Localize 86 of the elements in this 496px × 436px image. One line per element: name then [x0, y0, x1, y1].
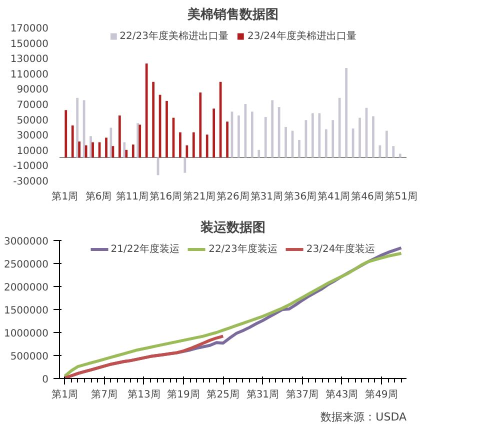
x-tick-label: 第19周	[167, 388, 200, 400]
y-tick-label: 110000	[10, 69, 49, 80]
y-tick-label: 70000	[16, 100, 48, 111]
y-tick-label: 2000000	[4, 282, 49, 294]
x-tick-label: 第6周	[85, 190, 112, 202]
bar	[284, 126, 287, 158]
chart-title: 美棉销售数据图	[186, 6, 278, 22]
x-tick-label: 第51周	[384, 190, 418, 202]
x-tick-label: 第37周	[286, 388, 319, 400]
bar	[179, 132, 182, 158]
bar	[90, 136, 92, 158]
bar	[358, 118, 361, 158]
bar	[226, 122, 228, 158]
legend-label: 23/24年度装运	[306, 242, 376, 256]
bar	[125, 150, 128, 158]
y-tick-label: 130000	[10, 54, 49, 66]
legend-label: 23/24年度美棉进出口量	[248, 30, 356, 43]
x-tick-label: 第31周	[246, 388, 280, 400]
y-tick-label: 150000	[10, 38, 49, 50]
y-tick-label: 2500000	[4, 260, 49, 270]
bar	[212, 108, 216, 158]
y-tick-label: 500000	[10, 352, 49, 362]
x-tick-label: 第13周	[128, 388, 160, 400]
bar	[264, 117, 267, 158]
x-tick-label: 第31周	[250, 190, 283, 202]
bar	[132, 144, 134, 158]
bar	[238, 115, 240, 158]
bar	[145, 63, 148, 158]
bar	[71, 125, 74, 158]
bar	[392, 146, 395, 158]
bar	[271, 100, 274, 158]
y-tick-label: 1000000	[4, 328, 49, 340]
legend-label: 21/22年度装运	[110, 242, 180, 256]
x-tick-label: 第25周	[206, 388, 240, 400]
bar	[206, 134, 208, 158]
bar	[78, 141, 81, 158]
bar	[105, 138, 108, 158]
line-series	[63, 334, 225, 378]
x-tick-label: 第7周	[91, 388, 118, 400]
bar	[76, 98, 78, 158]
x-tick-label: 第43周	[325, 388, 358, 400]
y-tick-label: 1500000	[4, 306, 49, 316]
bar	[166, 100, 168, 158]
bar	[312, 113, 314, 158]
x-tick-label: 第36周	[284, 190, 317, 202]
bar	[64, 110, 68, 158]
x-tick-label: 第1周	[52, 388, 78, 400]
bar	[345, 68, 348, 158]
bar	[332, 120, 334, 158]
x-tick-label: 第49周	[365, 388, 398, 400]
legend-label: 22/23年度美棉进出口量	[120, 30, 228, 43]
bar	[385, 130, 388, 158]
bar	[192, 132, 195, 158]
x-tick-label: 第1周	[52, 190, 78, 202]
bar	[118, 115, 121, 158]
bar	[123, 142, 126, 158]
y-tick-label: 90000	[16, 84, 48, 96]
bar	[250, 112, 254, 158]
x-tick-label: 第16周	[149, 190, 182, 202]
x-tick-label: 第11周	[116, 190, 148, 202]
bar	[152, 82, 154, 158]
y-tick-label: -10000	[13, 161, 48, 172]
source-note: 数据来源：USDA	[320, 410, 407, 424]
bar	[92, 142, 94, 158]
y-tick-label: 10000	[16, 146, 48, 157]
x-tick-label: 第41周	[318, 190, 350, 202]
bar	[324, 129, 328, 158]
y-tick-label: -30000	[13, 176, 48, 188]
x-tick-label: 第46周	[351, 190, 384, 202]
bar	[398, 154, 402, 158]
bar	[199, 92, 202, 158]
legend-label: 22/23年度装运	[208, 242, 278, 256]
y-tick-label: 30000	[16, 130, 48, 142]
bar	[338, 98, 341, 158]
y-tick-label: 3000000	[4, 236, 49, 248]
chart-title: 装运数据图	[200, 220, 266, 236]
bar	[184, 158, 186, 173]
y-tick-label: 0	[42, 374, 49, 386]
bar	[318, 113, 321, 158]
bar	[258, 150, 260, 158]
x-tick-label: 第26周	[216, 190, 250, 202]
bar	[298, 140, 300, 158]
x-tick-label: 第21周	[183, 190, 216, 202]
y-tick-label: 170000	[10, 24, 49, 34]
bar	[372, 116, 374, 158]
y-tick-label: 50000	[16, 115, 48, 126]
